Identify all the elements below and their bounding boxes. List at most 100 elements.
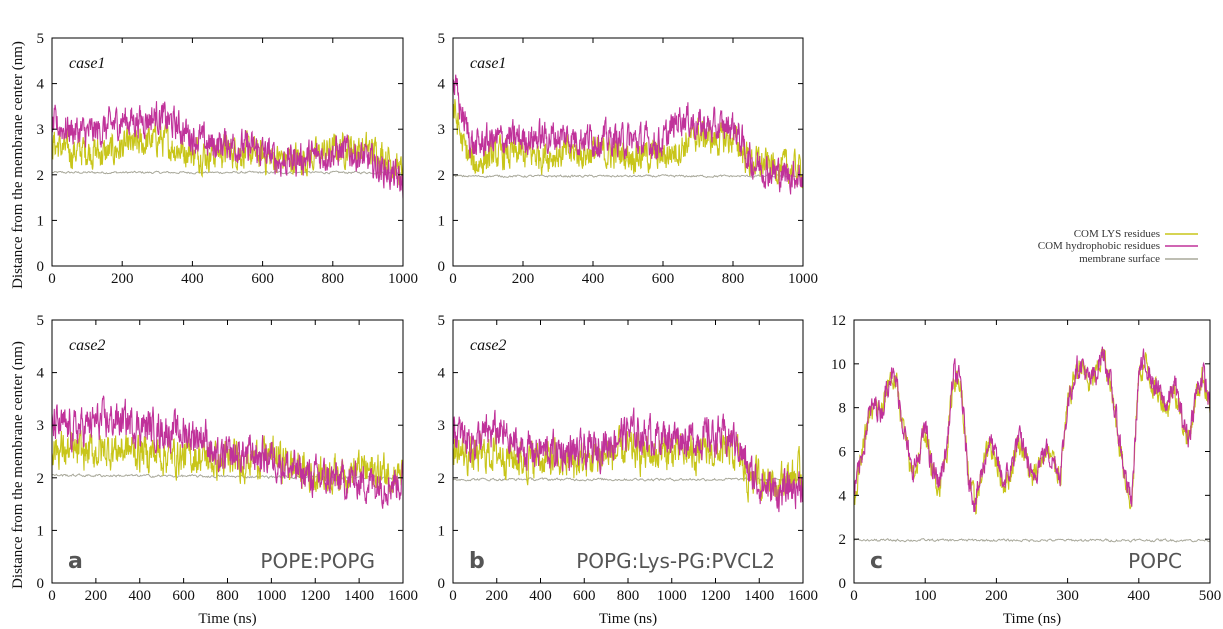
panel-letter: a (68, 549, 83, 574)
x-axis-label: Time (ns) (599, 611, 657, 627)
x-tick-label: 1200 (300, 588, 330, 604)
x-tick-label: 400 (129, 588, 152, 604)
y-tick-label: 3 (37, 418, 45, 434)
y-tick-label: 8 (839, 401, 847, 417)
system-label: POPG:Lys-PG:PVCL2 (576, 549, 775, 573)
x-tick-label: 0 (48, 588, 56, 604)
x-tick-label: 800 (722, 271, 745, 287)
y-tick-label: 5 (438, 31, 446, 47)
y-tick-label: 5 (438, 313, 446, 329)
x-tick-label: 0 (449, 588, 457, 604)
case-label: case1 (69, 55, 105, 72)
series-line-com-hydrophobic-residues (453, 74, 803, 195)
series-line-com-hydrophobic-residues (52, 395, 403, 509)
y-axis-label-bottom: Distance from the membrane center (nm) (10, 341, 26, 589)
y-tick-label: 1 (438, 213, 446, 229)
y-tick-label: 0 (839, 576, 847, 592)
x-tick-label: 1000 (657, 588, 687, 604)
x-axis-label: Time (ns) (1003, 611, 1061, 627)
x-tick-label: 800 (216, 588, 239, 604)
y-tick-label: 2 (438, 471, 446, 487)
x-tick-label: 300 (1056, 588, 1079, 604)
x-tick-label: 200 (512, 271, 535, 287)
x-tick-label: 1200 (701, 588, 731, 604)
y-tick-label: 0 (438, 259, 446, 275)
panel-top-left: 0 200 400 600 800 1000 0 1 2 3 4 5 case1 (37, 31, 419, 287)
plot-frame (51, 37, 404, 267)
series-line-com-hydrophobic-residues (854, 346, 1210, 513)
series-line-com-hydrophobic-residues (453, 407, 803, 513)
legend-label-lys: COM LYS residues (1074, 228, 1160, 240)
y-tick-label: 3 (37, 122, 45, 138)
series-line-membrane-surface (453, 477, 803, 482)
series-line-membrane-surface (854, 538, 1210, 543)
x-tick-label: 400 (181, 271, 204, 287)
y-tick-label: 2 (37, 471, 45, 487)
x-tick-label: 200 (985, 588, 1008, 604)
y-tick-label: 2 (438, 168, 446, 184)
system-label: POPC (1128, 549, 1182, 573)
panel-bottom-left: 0 200 400 600 800 1000 1200 1400 1600 0 1 2 3 4 5 Time … (37, 313, 419, 627)
x-tick-label: 400 (1128, 588, 1151, 604)
legend-label-hydrophobic: COM hydrophobic residues (1038, 240, 1160, 252)
x-tick-label: 100 (914, 588, 937, 604)
panel-bottom-middle: 0 200 400 600 800 1000 1200 1400 1600 0 1 2 3 4 5 Time … (438, 313, 819, 627)
y-tick-label: 2 (37, 168, 45, 184)
x-tick-label: 1400 (744, 588, 774, 604)
x-tick-label: 400 (529, 588, 552, 604)
panel-bottom-right: 0 100 200 300 400 500 0 2 4 6 8 10 12 Time (ns) c POPC (831, 313, 1221, 627)
x-tick-label: 800 (322, 271, 345, 287)
case-label: case2 (69, 337, 105, 354)
x-tick-label: 0 (850, 588, 858, 604)
panel-letter: c (870, 549, 883, 574)
x-tick-label: 0 (48, 271, 56, 287)
legend: COM LYS residues COM hydrophobic residue… (1038, 228, 1198, 265)
x-tick-label: 500 (1199, 588, 1222, 604)
x-tick-label: 400 (582, 271, 605, 287)
case-label: case2 (470, 337, 506, 354)
x-tick-label: 1000 (788, 271, 818, 287)
series-line-membrane-surface (52, 170, 403, 175)
y-tick-label: 12 (831, 313, 846, 329)
y-tick-label: 1 (37, 523, 45, 539)
y-axis-label: Distance from the membrane center (nm) (10, 41, 26, 289)
x-tick-label: 200 (85, 588, 108, 604)
y-tick-label: 4 (438, 366, 446, 382)
x-tick-label: 600 (652, 271, 675, 287)
series-line-com-lys-residues (52, 429, 403, 495)
series-line-com-lys-residues (854, 347, 1210, 515)
panel-top-middle: 0 200 400 600 800 1000 0 1 2 3 4 5 case1 (438, 31, 819, 287)
legend-label-membrane: membrane surface (1079, 253, 1160, 265)
case-label: case1 (470, 55, 506, 72)
x-tick-label: 600 (172, 588, 195, 604)
y-tick-label: 3 (438, 122, 446, 138)
x-tick-label: 0 (449, 271, 457, 287)
y-tick-label: 10 (831, 357, 846, 373)
y-tick-label: 5 (37, 313, 45, 329)
system-label: POPE:POPG (260, 549, 375, 573)
plot-frame (452, 319, 804, 584)
y-tick-label: 4 (839, 488, 847, 504)
x-tick-label: 1600 (788, 588, 818, 604)
x-tick-label: 1000 (256, 588, 286, 604)
y-tick-label: 0 (438, 576, 446, 592)
x-tick-label: 800 (617, 588, 640, 604)
y-tick-label: 1 (37, 213, 45, 229)
x-tick-label: 1000 (388, 271, 418, 287)
y-tick-label: 1 (438, 523, 446, 539)
y-tick-label: 4 (37, 77, 45, 93)
series-line-membrane-surface (453, 174, 803, 179)
x-axis-label: Time (ns) (198, 611, 256, 627)
y-tick-label: 0 (37, 576, 45, 592)
panel-letter: b (469, 549, 485, 574)
y-tick-label: 5 (37, 31, 45, 47)
y-tick-label: 4 (37, 366, 45, 382)
plot-frame (853, 319, 1211, 584)
x-tick-label: 1400 (344, 588, 374, 604)
y-tick-label: 3 (438, 418, 446, 434)
x-tick-label: 200 (111, 271, 134, 287)
y-tick-label: 2 (839, 532, 847, 548)
plot-frame (452, 37, 804, 267)
